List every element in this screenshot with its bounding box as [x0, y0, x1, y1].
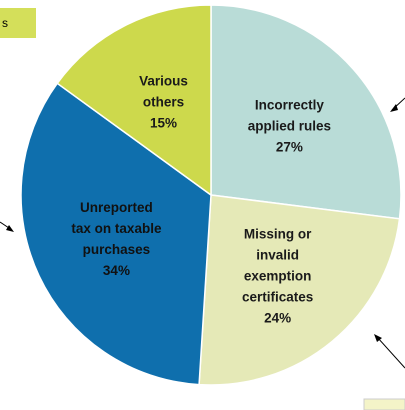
pie-slice	[198, 194, 401, 386]
pie-slice	[210, 4, 402, 220]
pie-slice	[20, 82, 212, 386]
arrow-head	[374, 334, 382, 342]
value-label: 24%	[264, 310, 292, 326]
value-label: 34%	[102, 263, 130, 279]
slice-label: Various others 15%	[139, 70, 188, 133]
slice-label: Missing or invalid exemption certificate…	[242, 223, 313, 328]
arrow-head	[390, 104, 398, 112]
category-label: Various others	[139, 73, 188, 110]
slice-label: Incorrectly applied rules 27%	[248, 94, 331, 157]
category-label: Unreported tax on taxable purchases	[71, 200, 162, 258]
pie-slice	[56, 4, 212, 197]
value-label: 15%	[150, 115, 178, 131]
category-label: Incorrectly applied rules	[247, 97, 332, 134]
value-label: 27%	[275, 139, 303, 155]
arrow-head	[6, 225, 14, 232]
annotation: s	[0, 8, 36, 38]
arrow	[376, 336, 405, 369]
slice-label: Unreported tax on taxable purchases 34%	[71, 197, 161, 281]
category-label: Missing or invalid exemption certificate…	[241, 226, 314, 305]
box-fragment	[363, 398, 405, 410]
